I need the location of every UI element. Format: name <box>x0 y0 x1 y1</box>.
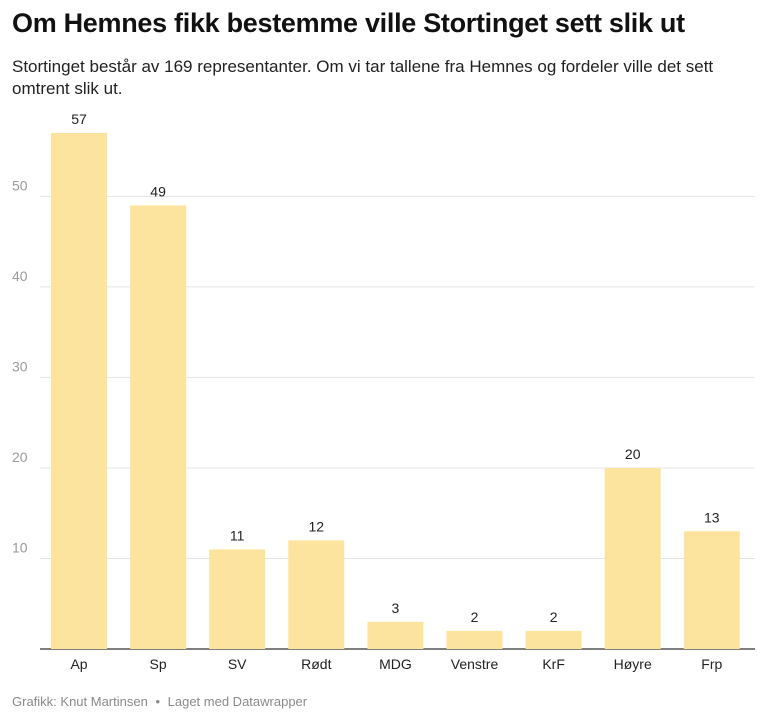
bars <box>51 133 740 649</box>
x-tick-label: Ap <box>70 656 87 672</box>
bar <box>604 467 661 649</box>
chart-footer: Grafikk: Knut Martinsen • Laget med Data… <box>12 694 307 709</box>
x-tick-label: Frp <box>701 656 722 672</box>
value-label: 12 <box>309 518 325 534</box>
chart-subtitle: Stortinget består av 169 representanter.… <box>12 57 714 98</box>
value-label: 2 <box>471 609 479 625</box>
value-label: 57 <box>71 111 87 127</box>
value-label: 13 <box>704 509 720 525</box>
bar <box>209 549 266 649</box>
y-tick-label: 50 <box>12 177 28 193</box>
bar <box>51 133 107 649</box>
y-tick-label: 20 <box>12 449 28 465</box>
value-label: 49 <box>150 183 166 199</box>
bar <box>683 531 740 649</box>
x-tick-label: KrF <box>542 656 565 672</box>
bar-chart: 10 20 30 40 50 57 Ap 49 Sp 11 SV 12 Rødt 3 MDG 2 Venstre… <box>12 111 755 672</box>
value-label: 11 <box>230 527 245 543</box>
labels: 10 20 30 40 50 57 Ap 49 Sp 11 SV 12 Rødt 3 MDG 2 Venstre… <box>12 111 723 672</box>
x-tick-label: SV <box>228 656 247 672</box>
bar <box>288 540 345 649</box>
y-tick-label: 30 <box>12 358 28 374</box>
footer-separator: • <box>155 694 161 709</box>
chart-title: Om Hemnes fikk bestemme ville Stortinget… <box>12 8 685 38</box>
x-tick-label: Venstre <box>451 656 499 672</box>
x-tick-label: Høyre <box>614 656 652 672</box>
bar <box>446 630 503 649</box>
value-label: 3 <box>392 600 400 616</box>
value-label: 20 <box>625 446 641 462</box>
bar <box>525 630 582 649</box>
x-tick-label: Rødt <box>301 656 331 672</box>
x-tick-label: Sp <box>150 656 167 672</box>
y-tick-label: 40 <box>12 268 28 284</box>
bar <box>367 621 424 649</box>
value-label: 2 <box>550 609 558 625</box>
bar <box>130 205 187 649</box>
credit-text: Grafikk: Knut Martinsen <box>12 694 148 709</box>
y-tick-label: 10 <box>12 539 28 555</box>
tool-link[interactable]: Laget med Datawrapper <box>167 694 308 709</box>
x-tick-label: MDG <box>379 656 412 672</box>
